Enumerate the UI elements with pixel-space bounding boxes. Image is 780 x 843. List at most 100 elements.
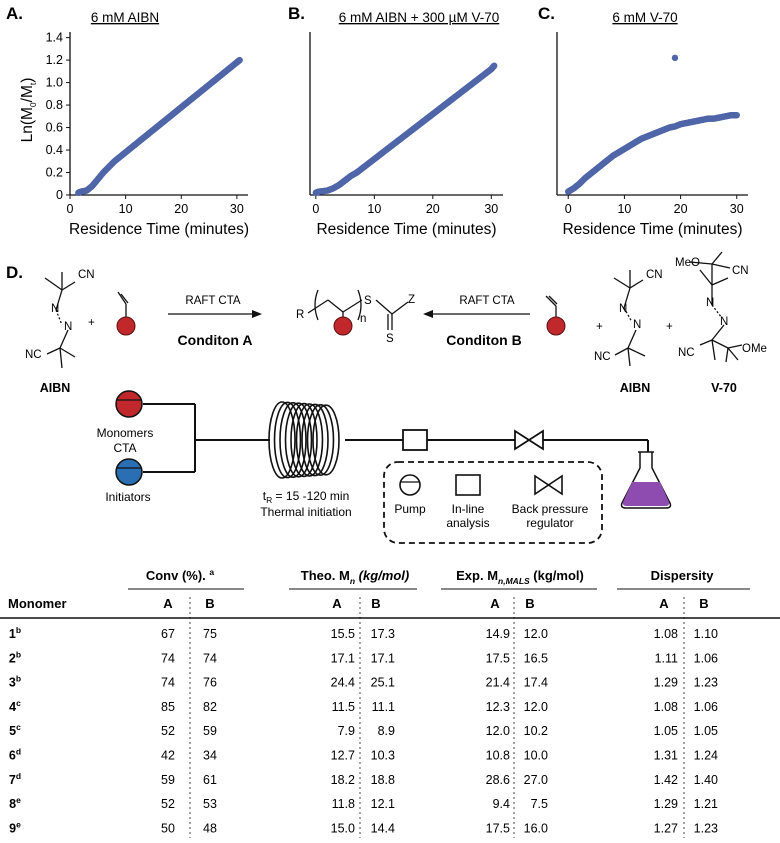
cell-ta: 15.5	[331, 627, 355, 641]
v70-ome: OMe	[742, 343, 767, 355]
legend-box	[383, 461, 603, 544]
monomer-id: 2b	[9, 649, 21, 665]
cell-tb: 17.3	[371, 627, 395, 641]
aibn-structure-right	[613, 270, 646, 367]
data-point	[236, 56, 243, 64]
cell-eb: 7.5	[531, 797, 548, 811]
cell-db: 1.05	[694, 724, 718, 738]
legend-pump-icon	[399, 474, 421, 496]
cell-da: 1.08	[654, 700, 678, 714]
thermal-initiation-label: Thermal initiation	[260, 505, 351, 519]
cell-ca: 59	[161, 773, 175, 787]
monomer-id: 4c	[9, 698, 21, 714]
cell-ea: 17.5	[486, 651, 510, 665]
monomer-id: 3b	[9, 674, 21, 690]
monomer-footnote: e	[16, 795, 21, 805]
cell-da: 1.29	[654, 676, 678, 690]
cell-cb: 59	[203, 724, 217, 738]
cell-ca: 85	[161, 700, 175, 714]
x-tick-label: 30	[730, 202, 744, 216]
cell-tb: 17.1	[371, 651, 395, 665]
cta-label: CTA	[113, 441, 136, 455]
y-tick-label: 0.8	[46, 98, 63, 112]
cell-ca: 52	[161, 724, 175, 738]
cell-cb: 75	[203, 627, 217, 641]
coil-loop	[268, 401, 296, 479]
cell-ta: 15.0	[331, 821, 355, 835]
table-row: 4c 85 82 11.5 11.1 12.3 12.0 1.08 1.06	[9, 698, 718, 714]
svg-text:tR = 15 -120 min: tR = 15 -120 min	[263, 489, 350, 505]
cell-db: 1.24	[694, 749, 718, 763]
cell-eb: 10.0	[524, 749, 548, 763]
v70-structure	[689, 251, 743, 363]
cell-tb: 14.4	[371, 821, 395, 835]
subheader-a: A	[490, 596, 500, 611]
monomer-footnote: d	[16, 771, 21, 781]
cell-da: 1.05	[654, 724, 678, 738]
monomers-label: Monomers	[97, 426, 154, 440]
vinyl-monomer-right	[545, 295, 558, 318]
subheader-b: B	[371, 596, 380, 611]
plus-2: +	[596, 321, 603, 333]
polymer-r: R	[296, 309, 304, 321]
y-tick-label: 1.0	[46, 76, 63, 90]
chart-a: 0 10 20 30 0 0.2 0.4 0.6 0.8 1.0 1.2 1.4 Residence T…	[46, 31, 249, 238]
cell-ta: 11.5	[332, 700, 355, 714]
subheader-a: A	[163, 596, 173, 611]
table-body: 1b 67 75 15.5 17.3 14.9 12.0 1.08 1.10 2b 74 74 17.1…	[9, 625, 718, 835]
table-row: 7d 59 61 18.2 18.8 28.6 27.0 1.42 1.40	[9, 771, 718, 787]
x-axis-label: Residence Time (minutes)	[562, 221, 742, 238]
cell-tb: 25.1	[371, 676, 395, 690]
table-row: 2b 74 74 17.1 17.1 17.5 16.5 1.11 1.06	[9, 649, 718, 665]
coil-loop	[290, 402, 318, 478]
v70-n2: N	[720, 316, 728, 328]
x-tick-label: 20	[426, 202, 440, 216]
cell-eb: 16.5	[524, 651, 548, 665]
x-tick-label: 0	[565, 202, 572, 216]
cell-ea: 10.8	[486, 749, 510, 763]
table-row: 6d 42 34 12.7 10.3 10.8 10.0 1.31 1.24	[9, 747, 718, 763]
panel-b-title: 6 mM AIBN + 300 µM V-70	[339, 10, 499, 25]
cell-da: 1.29	[654, 797, 678, 811]
polymer-z: Z	[408, 294, 415, 306]
v70-nc: NC	[678, 347, 695, 359]
cell-db: 1.23	[694, 676, 718, 690]
condition-a: Conditon A	[178, 332, 253, 348]
cell-ta: 12.7	[331, 749, 355, 763]
polymer-n: n	[360, 313, 366, 325]
y-tick-label: 0.6	[46, 121, 63, 135]
aibn-name-left: AIBN	[40, 381, 71, 395]
v70-meo: MeO	[675, 257, 700, 269]
v70-n1: N	[706, 297, 714, 309]
data-point	[491, 62, 498, 69]
cell-db: 1.06	[694, 651, 718, 665]
cell-cb: 53	[203, 797, 217, 811]
data-point	[733, 111, 740, 119]
condition-b: Conditon B	[446, 332, 521, 348]
cell-eb: 17.4	[524, 676, 548, 690]
cell-db: 1.21	[694, 797, 718, 811]
cell-ca: 74	[161, 651, 175, 665]
table-row: 8e 52 53 11.8 12.1 9.4 7.5 1.29 1.21	[9, 795, 718, 811]
polymer-s2: S	[386, 333, 394, 345]
subheader-b: B	[205, 596, 214, 611]
cell-ea: 17.5	[486, 821, 510, 835]
cell-da: 1.08	[654, 627, 678, 641]
cell-db: 1.40	[694, 773, 718, 787]
cell-ca: 42	[161, 749, 175, 763]
cell-tb: 12.1	[371, 797, 395, 811]
cell-ea: 28.6	[486, 773, 510, 787]
cell-ca: 52	[161, 797, 175, 811]
header-theo: Theo. Mn (kg/mol)	[301, 568, 409, 586]
aibn-n1: N	[51, 303, 59, 315]
panel-c-label: C.	[538, 4, 555, 23]
vinyl-monomer-left	[117, 291, 129, 318]
panel-a-title: 6 mM AIBN	[91, 10, 159, 25]
cell-tb: 18.8	[371, 773, 395, 787]
legend-bpr-label-2: regulator	[526, 516, 573, 530]
cell-ta: 11.8	[332, 797, 355, 811]
monomer-id: 8e	[9, 795, 21, 811]
chart-b: 0 10 20 30 Residence Time (minutes)	[309, 32, 503, 238]
polymer-s1: S	[364, 295, 372, 307]
